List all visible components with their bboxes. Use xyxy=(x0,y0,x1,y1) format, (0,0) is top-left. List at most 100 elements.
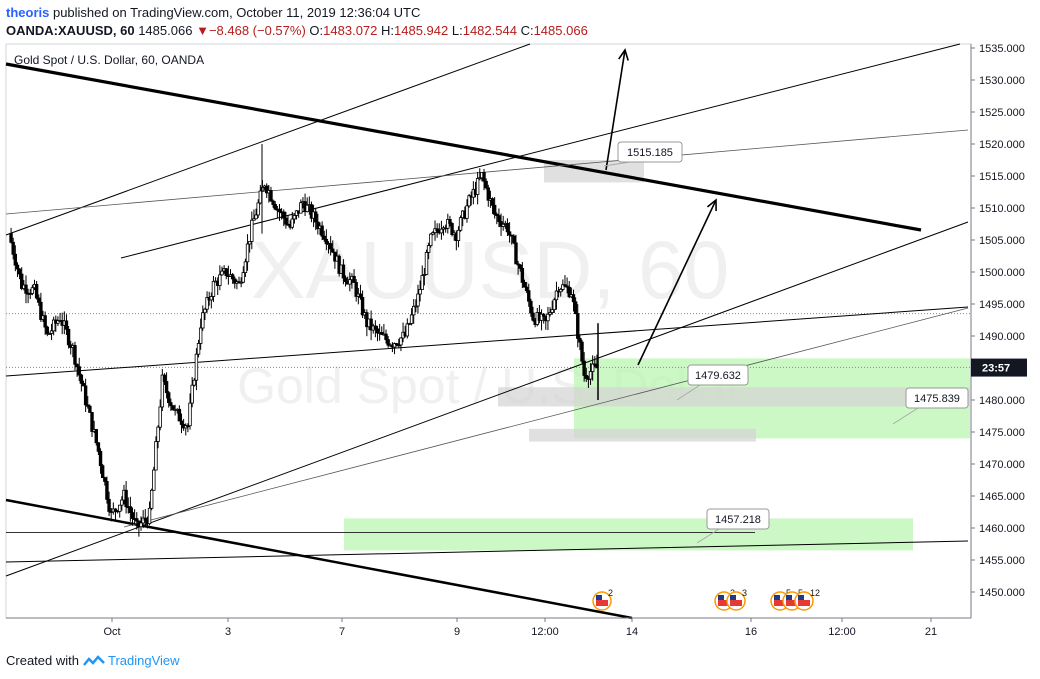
trendlines[interactable] xyxy=(5,43,969,620)
candle-down xyxy=(320,225,324,237)
candle-down xyxy=(386,339,390,346)
candle-up xyxy=(239,281,243,284)
candle-up xyxy=(550,309,554,313)
candle-up xyxy=(292,215,297,220)
y-axis[interactable]: 1450.000 1455.000 1460.000 1465.000 1470.000… xyxy=(970,43,1027,618)
trendline-6 xyxy=(5,221,969,577)
candle-down xyxy=(522,282,527,288)
high-value: 1485.942 xyxy=(394,23,449,38)
price-callout[interactable]: 1475.839 xyxy=(892,387,969,425)
candle-up xyxy=(201,312,205,329)
horizontal-lines xyxy=(6,313,970,533)
x-axis[interactable]: Oct 3 7 9 12:00 14 16 12:00 21 xyxy=(6,617,971,638)
candle-up xyxy=(414,305,418,308)
price-chart[interactable]: XAUUSD, 60 Gold Spot / U.S. Dollar 1515.… xyxy=(0,38,1040,643)
candle-up xyxy=(416,293,420,307)
trendline-2 xyxy=(5,43,531,236)
candle-down xyxy=(20,273,24,289)
candle-down xyxy=(578,337,582,343)
candle-up xyxy=(51,319,56,332)
candle-down xyxy=(527,290,531,302)
candle-down xyxy=(490,198,495,206)
candle-down xyxy=(273,204,277,210)
candle-up xyxy=(196,343,201,355)
candle-down xyxy=(448,219,452,224)
candle-down xyxy=(124,489,128,508)
candles xyxy=(9,144,599,537)
candle-up xyxy=(211,280,216,297)
us-flag-icon[interactable]: 12 xyxy=(794,588,820,611)
candle-up xyxy=(30,287,35,294)
candle-up xyxy=(158,406,162,428)
candle-down xyxy=(96,442,101,452)
candle-down xyxy=(75,363,79,368)
annotations[interactable]: 1515.185 1479.632 1475.839 1457.218 xyxy=(603,141,969,544)
candle-up xyxy=(194,353,199,381)
trendline-4 xyxy=(5,129,969,215)
candle-down xyxy=(322,235,326,240)
candle-down xyxy=(143,517,147,521)
candle-up xyxy=(418,289,422,295)
zone-4 xyxy=(529,428,756,442)
arrows[interactable] xyxy=(605,48,717,366)
callout-label: 1475.839 xyxy=(914,393,960,405)
candle-up xyxy=(588,371,593,380)
chart-title: Gold Spot / U.S. Dollar, 60, OANDA xyxy=(14,53,204,67)
candle-down xyxy=(100,465,105,479)
tradingview-brand[interactable]: TradingView xyxy=(108,653,180,668)
candle-down xyxy=(563,284,567,287)
candle-up xyxy=(192,379,196,386)
y-tick-label: 1530.000 xyxy=(979,75,1025,87)
candle-up xyxy=(501,223,505,227)
candle-down xyxy=(171,405,175,411)
author-name[interactable]: theoris xyxy=(6,5,50,20)
us-flag-icon[interactable]: 3 xyxy=(726,588,747,611)
candle-up xyxy=(424,251,429,275)
candle-down xyxy=(328,243,333,250)
candle-up xyxy=(47,333,52,335)
candle-down xyxy=(98,450,103,467)
candle-down xyxy=(505,222,510,233)
candle-down xyxy=(314,211,318,223)
candle-up xyxy=(559,288,563,293)
low-value: 1482.544 xyxy=(462,23,517,38)
y-tick-label: 1490.000 xyxy=(979,331,1025,343)
y-tick-label: 1470.000 xyxy=(979,459,1025,471)
candle-up xyxy=(49,330,54,334)
candle-down xyxy=(233,278,237,284)
created-with-text: Created with xyxy=(6,653,79,668)
candle-up xyxy=(465,205,469,219)
y-tick-label: 1450.000 xyxy=(979,587,1025,599)
candle-down xyxy=(309,204,314,219)
candle-down xyxy=(9,233,13,243)
candle-up xyxy=(590,363,595,372)
flag-stripe xyxy=(718,600,730,606)
candle-down xyxy=(13,253,18,266)
price-callout[interactable]: 1457.218 xyxy=(696,508,770,544)
price-callout[interactable]: 1479.632 xyxy=(676,364,749,401)
us-flag-icon[interactable]: 2 xyxy=(592,588,613,611)
candle-down xyxy=(571,294,576,303)
x-tick-label: 12:00 xyxy=(828,626,856,638)
candle-down xyxy=(113,508,118,512)
close-label: C: xyxy=(520,23,534,38)
candle-up xyxy=(188,402,192,427)
flag-stripe xyxy=(774,600,786,606)
candle-up xyxy=(203,308,207,314)
candle-up xyxy=(147,507,152,525)
event-markers[interactable]: 2335512 xyxy=(592,588,820,611)
candle-up xyxy=(209,296,214,301)
candle-down xyxy=(164,381,169,394)
trendline-1 xyxy=(5,498,633,620)
price-callout[interactable]: 1515.185 xyxy=(603,141,683,167)
candle-down xyxy=(520,267,525,283)
candle-up xyxy=(561,284,565,290)
candle-down xyxy=(316,221,320,230)
candle-down xyxy=(373,325,378,330)
candle-up xyxy=(439,228,444,234)
candle-up xyxy=(458,217,463,231)
candle-down xyxy=(352,275,356,283)
candle-up xyxy=(247,241,252,245)
candle-down xyxy=(484,180,488,189)
current-price-marker xyxy=(971,358,1027,377)
